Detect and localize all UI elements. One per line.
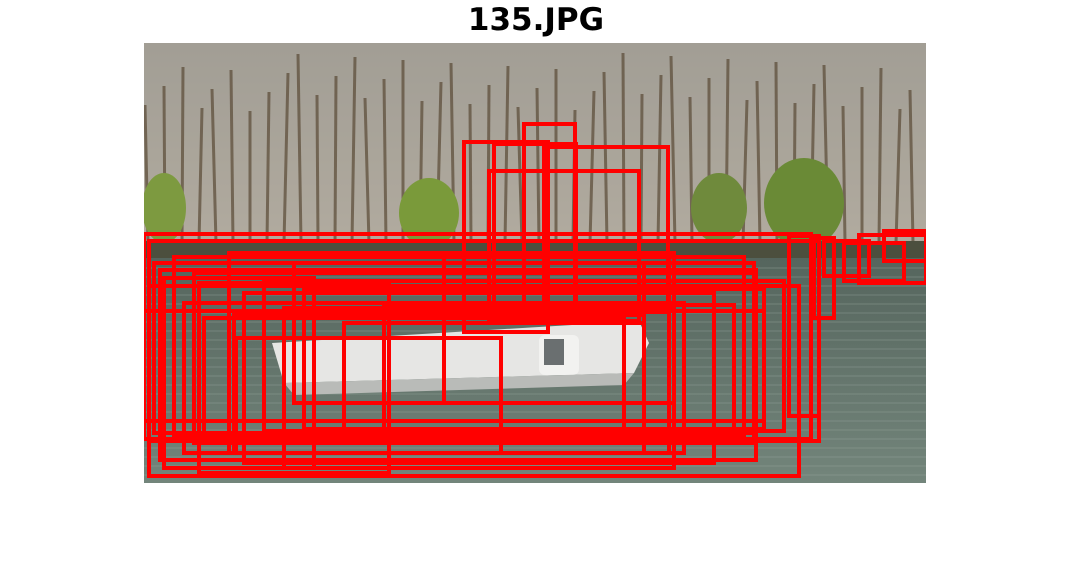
tree-trunk [602, 71, 609, 244]
green-tree [399, 178, 459, 248]
tree-trunk [669, 55, 677, 244]
green-tree [764, 158, 844, 248]
tree-trunk [877, 67, 883, 244]
tree-trunk [229, 69, 235, 244]
tree-trunk [282, 72, 290, 244]
tree-trunk [588, 90, 596, 244]
tree-trunk [639, 93, 644, 244]
detection-box [142, 309, 766, 423]
detection-box [642, 271, 756, 445]
tree-trunk [197, 107, 204, 244]
tree-trunk [908, 89, 915, 244]
tree-trunk [382, 78, 388, 244]
boxes-overlay [142, 122, 928, 478]
tree-trunk [265, 91, 271, 244]
boat-shadow [284, 373, 634, 395]
tree-trunk [516, 106, 524, 244]
tree-trunk [468, 103, 473, 244]
detection-box [442, 251, 676, 405]
tree-trunk [315, 94, 320, 244]
detection-boxes [142, 43, 928, 483]
detection-box [147, 284, 801, 478]
tree-trunk [210, 88, 218, 244]
tree-trunks [144, 52, 915, 244]
tree-trunk [350, 56, 357, 244]
detection-box [162, 276, 316, 470]
figure-title: 135.JPG [467, 2, 605, 38]
tree-trunk [535, 87, 541, 244]
tree-trunk [841, 105, 847, 244]
tree-trunk [296, 53, 303, 244]
detection-box [487, 169, 641, 323]
tree-trunk [755, 80, 762, 244]
tree-trunk [688, 96, 694, 244]
detection-box [822, 239, 871, 278]
tree-trunk [363, 97, 371, 244]
tree-trunk [333, 75, 338, 244]
detection-box [242, 291, 716, 465]
boat-window [544, 339, 564, 365]
detection-box [202, 316, 626, 440]
detection-box [382, 303, 736, 437]
detection-box [197, 281, 391, 475]
detection-box [787, 234, 821, 418]
tree-trunk [503, 65, 510, 244]
tree-trunk [656, 74, 663, 244]
tree-trunk [894, 108, 902, 244]
detection-box [234, 336, 503, 455]
green-tree [144, 173, 186, 243]
green-tree [691, 173, 747, 243]
